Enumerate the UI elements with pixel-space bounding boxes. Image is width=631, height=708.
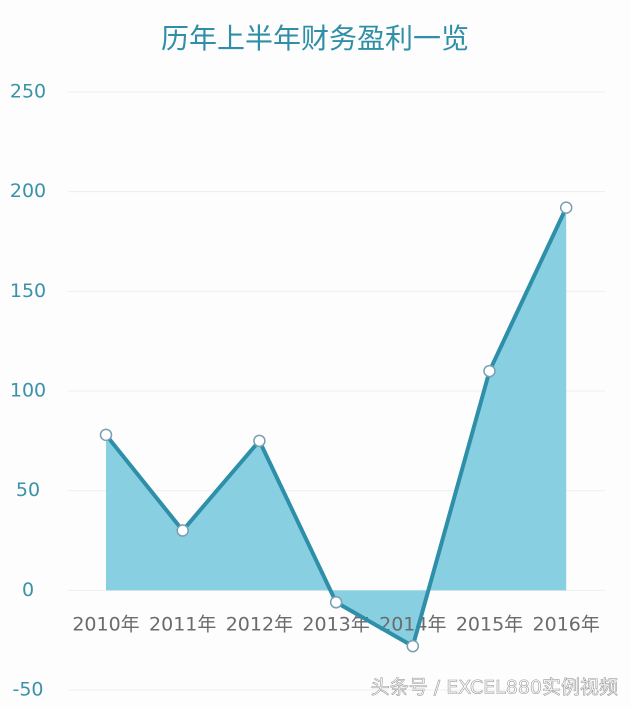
y-tick-label: 100	[10, 380, 46, 402]
y-tick-label: 0	[22, 579, 34, 601]
y-tick-label: 50	[16, 479, 40, 501]
x-tick-label: 2015年	[456, 614, 523, 636]
marker	[406, 639, 420, 653]
chart-title: 历年上半年财务盈利一览	[161, 22, 469, 55]
watermark: 头条号 / EXCEL880实例视频	[371, 677, 618, 699]
marker	[483, 364, 496, 378]
x-tick-label: 2011年	[149, 614, 216, 636]
marker	[559, 201, 573, 214]
marker	[99, 428, 113, 442]
y-tick-label: 250	[10, 81, 46, 103]
y-tick-label: 200	[10, 180, 46, 202]
marker	[329, 596, 343, 609]
area	[106, 207, 567, 647]
x-tick-label: 2014年	[379, 614, 446, 636]
marker	[176, 524, 189, 537]
x-tick-label: 2013年	[302, 614, 369, 636]
y-tick-label: -50	[12, 679, 43, 701]
x-tick-label: 2010年	[72, 614, 139, 636]
marker	[253, 434, 266, 448]
x-tick-label: 2016年	[533, 614, 600, 636]
y-tick-label: 150	[10, 280, 46, 302]
x-tick-label: 2012年	[226, 614, 293, 636]
